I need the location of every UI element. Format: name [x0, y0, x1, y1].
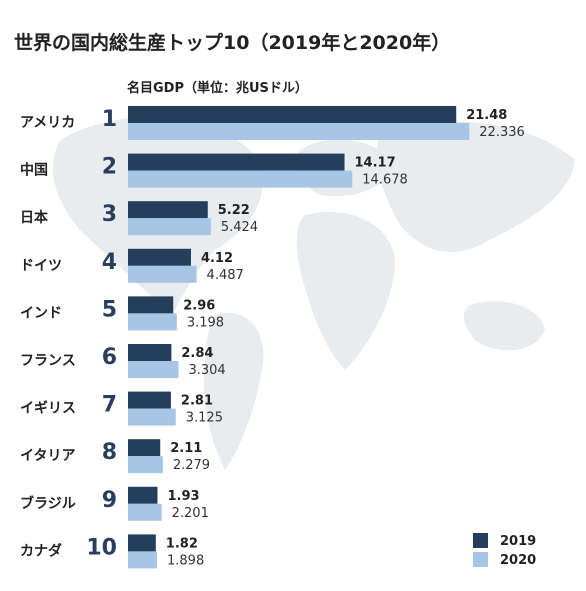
bar-2019-6	[128, 344, 172, 361]
rank-label: 7	[102, 393, 117, 418]
value-label-2019: 2.96	[183, 298, 215, 313]
legend-swatch-2020	[473, 552, 488, 567]
rank-label: 8	[102, 440, 117, 465]
bar-2019-5	[128, 296, 174, 314]
value-label-2020: 22.336	[479, 125, 525, 140]
bar-2019-7	[128, 391, 171, 409]
value-label-2020: 1.898	[167, 553, 204, 568]
bar-2019-2	[128, 153, 345, 171]
value-label-2020: 4.487	[207, 268, 244, 283]
rank-label: 2	[102, 155, 117, 180]
legend-label: 2019	[500, 534, 536, 549]
bar-2020-2	[128, 170, 353, 188]
bar-2019-4	[128, 248, 191, 266]
category-label: 日本	[20, 209, 49, 226]
legend-swatch-2019	[473, 533, 488, 548]
value-label-2020: 3.198	[187, 315, 224, 330]
rank-label: 6	[102, 345, 117, 370]
value-label-2019: 4.12	[201, 251, 233, 266]
bar-2019-1	[128, 106, 457, 123]
legend: 2019 2020	[473, 533, 536, 568]
category-label: ドイツ	[20, 258, 62, 274]
value-label-2020: 3.125	[186, 411, 223, 426]
value-label-2019: 2.11	[170, 441, 202, 456]
value-label-2020: 3.304	[188, 363, 225, 378]
rank-label: 9	[102, 488, 117, 513]
category-label: ブラジル	[20, 495, 76, 512]
bar-2019-8	[128, 439, 161, 457]
labels-layer: アメリカ 1 21.48 22.336 中国 2 14.17 14.678 日本 3 5.22 5.4…	[20, 107, 525, 568]
category-label: カナダ	[20, 542, 62, 559]
value-label-2019: 21.48	[466, 108, 507, 123]
category-label: イタリア	[20, 448, 75, 464]
value-label-2019: 14.17	[355, 156, 396, 171]
rank-label: 10	[86, 535, 117, 560]
value-label-2020: 2.201	[172, 506, 209, 521]
bar-2020-9	[128, 503, 162, 521]
map-landmass-6	[463, 301, 545, 351]
map-landmass-2	[203, 312, 264, 470]
bar-2020-7	[128, 408, 176, 426]
value-label-2020: 14.678	[362, 173, 408, 188]
bar-2020-8	[128, 456, 163, 474]
rank-label: 5	[102, 297, 117, 322]
category-label: インド	[20, 305, 62, 321]
value-label-2019: 5.22	[218, 203, 250, 218]
value-label-2019: 2.84	[181, 346, 213, 361]
chart-title: 世界の国内総生産トップ10（2019年と2020年）	[14, 32, 451, 54]
category-label: イギリス	[20, 400, 76, 417]
bar-2020-4	[128, 265, 197, 283]
bar-2020-6	[128, 361, 179, 378]
rank-label: 4	[102, 250, 117, 275]
unit-label: 名目GDP（単位：兆USドル）	[127, 81, 308, 96]
value-label-2019: 2.81	[181, 394, 213, 409]
map-landmass-4	[296, 212, 395, 370]
value-label-2020: 2.279	[173, 458, 210, 473]
rank-label: 3	[102, 202, 117, 227]
category-label: アメリカ	[20, 115, 75, 131]
bar-2020-3	[128, 218, 211, 236]
legend-label: 2020	[500, 553, 536, 568]
value-label-2019: 1.82	[166, 536, 198, 551]
map-landmass-5	[376, 121, 575, 253]
bar-2019-3	[128, 201, 208, 219]
category-label: フランス	[20, 353, 76, 369]
bar-2019-10	[128, 534, 156, 552]
bar-2020-1	[128, 123, 470, 140]
bar-2020-10	[128, 551, 158, 569]
rank-label: 1	[102, 107, 117, 132]
bar-2019-9	[128, 486, 158, 504]
bar-2020-5	[128, 313, 177, 331]
category-label: 中国	[20, 162, 48, 179]
value-label-2020: 5.424	[221, 220, 258, 235]
bars-layer	[128, 106, 470, 569]
value-label-2019: 1.93	[167, 489, 199, 504]
